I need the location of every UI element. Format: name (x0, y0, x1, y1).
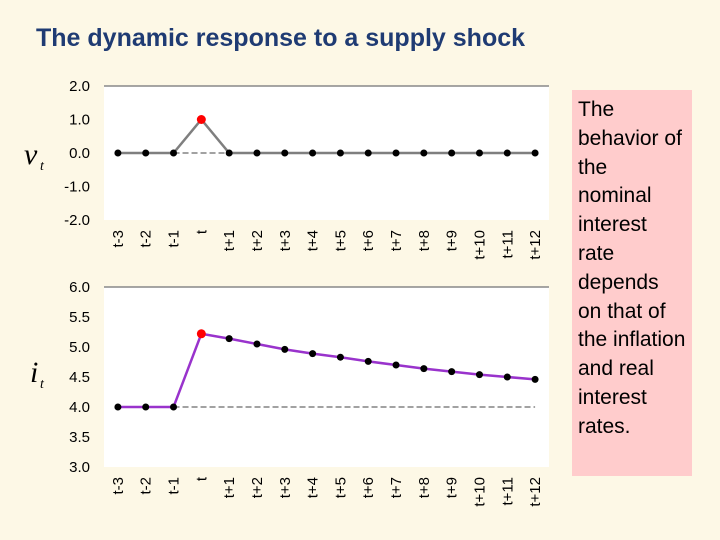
x-tick-label: t+8 (416, 477, 433, 498)
x-tick-label: t+1 (221, 477, 238, 498)
data-point (503, 373, 511, 381)
x-tick-label: t+12 (527, 230, 544, 260)
x-tick-label: t+5 (332, 477, 349, 498)
data-point (114, 149, 122, 157)
y-tick-label: -1.0 (64, 179, 90, 196)
x-tick-label: t+7 (388, 230, 405, 251)
interest-rate-chart: 3.03.54.04.55.05.56.0i tt-3 t-2 t-1 t t+1 t+2 t… (30, 279, 549, 507)
y-tick-label: 5.5 (69, 309, 90, 326)
x-tick-label: t+8 (416, 230, 433, 251)
data-point (253, 149, 261, 157)
x-tick-label: t+3 (277, 230, 294, 251)
x-tick-label: t-2 (138, 477, 155, 495)
y-tick-label: 5.0 (69, 339, 90, 356)
data-point (170, 149, 178, 157)
x-tick-label: t+2 (249, 230, 266, 251)
x-tick-label: t (193, 229, 210, 234)
y-tick-label: 4.5 (69, 369, 90, 386)
x-tick-label: t+1 (221, 230, 238, 251)
data-point (364, 357, 372, 365)
x-tick-label: t+6 (360, 230, 377, 251)
data-point (420, 365, 428, 373)
y-tick-label: 6.0 (69, 279, 90, 296)
data-point (503, 149, 511, 157)
data-point (336, 353, 344, 361)
highlight-point (196, 329, 206, 339)
data-point (448, 368, 456, 376)
x-tick-label: t+4 (305, 477, 322, 498)
x-tick-label: t+7 (388, 477, 405, 498)
x-tick-label: t-1 (166, 477, 183, 495)
x-tick-label: t+10 (471, 230, 488, 260)
x-tick-label: t+2 (249, 477, 266, 498)
x-tick-label: t+9 (444, 230, 461, 251)
x-tick-label: t+4 (305, 230, 322, 251)
data-point (281, 345, 289, 353)
slide-title: The dynamic response to a supply shock (36, 24, 526, 52)
data-point (225, 335, 233, 343)
y-axis-label-subscript: t (40, 377, 45, 392)
data-point (253, 340, 261, 348)
x-tick-label: t+5 (332, 230, 349, 251)
y-tick-label: 3.0 (69, 459, 90, 476)
data-point (142, 403, 150, 411)
x-tick-label: t-1 (166, 230, 183, 248)
highlight-point (196, 115, 206, 124)
series-line (117, 117, 536, 155)
x-tick-label: t+9 (444, 477, 461, 498)
y-tick-label: 1.0 (69, 112, 90, 129)
data-point (475, 371, 483, 379)
x-tick-label: t+10 (471, 477, 488, 507)
data-point (336, 149, 344, 157)
series-line (117, 332, 536, 409)
data-point (142, 149, 150, 157)
explanation-note: The behavior of the nominal interest rat… (572, 90, 692, 476)
data-point (420, 149, 428, 157)
y-axis-label: i (30, 356, 38, 389)
shock-chart: -2.0-1.00.01.02.0v tt-3 t-2 t-1 t t+1 t+2 t+3 t+… (24, 78, 549, 260)
y-axis-label-subscript: t (40, 159, 45, 174)
y-axis-label: v (24, 138, 38, 171)
y-tick-label: 0.0 (69, 145, 90, 162)
x-tick-label: t-2 (138, 230, 155, 248)
y-tick-label: 2.0 (69, 78, 90, 95)
data-point (364, 149, 372, 157)
data-point (392, 149, 400, 157)
x-tick-label: t (193, 476, 210, 481)
data-point (531, 375, 539, 383)
data-point (281, 149, 289, 157)
plot-area (104, 287, 549, 467)
y-tick-label: -2.0 (64, 212, 90, 229)
data-point (392, 361, 400, 369)
data-point (309, 149, 317, 157)
data-point (448, 149, 456, 157)
x-tick-label: t+6 (360, 477, 377, 498)
data-point (225, 149, 233, 157)
x-tick-label: t-3 (110, 477, 127, 495)
y-tick-label: 3.5 (69, 429, 90, 446)
y-tick-label: 4.0 (69, 399, 90, 416)
x-tick-label: t+3 (277, 477, 294, 498)
data-point (475, 149, 483, 157)
data-point (309, 350, 317, 358)
data-point (531, 149, 539, 157)
data-point (114, 403, 122, 411)
data-point (170, 403, 178, 411)
x-tick-label: t+11 (499, 230, 516, 259)
x-tick-label: t+12 (527, 477, 544, 507)
x-tick-label: t+11 (499, 477, 516, 506)
x-tick-label: t-3 (110, 230, 127, 248)
